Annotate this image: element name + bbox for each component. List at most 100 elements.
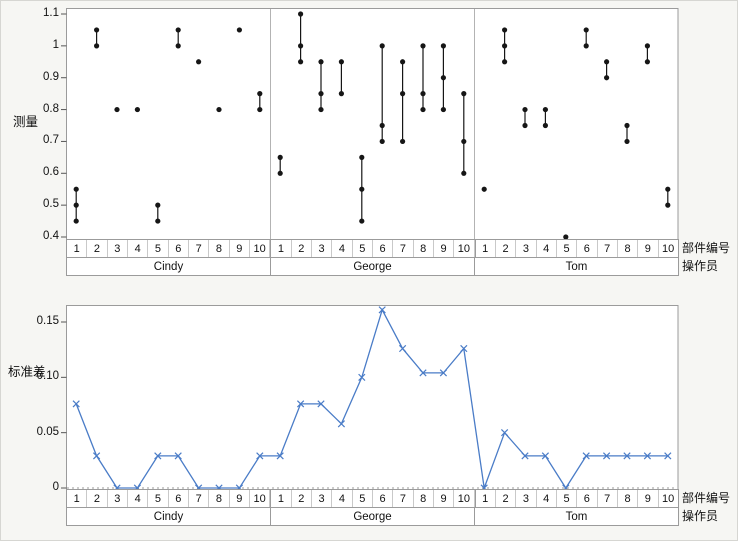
- stddev-x-marker: [582, 452, 590, 460]
- measurement-point: [461, 170, 467, 176]
- stddev-x-marker: [521, 452, 529, 460]
- stddev-x-marker: [623, 452, 631, 460]
- stddev-x-marker: [337, 420, 346, 428]
- measurement-point: [542, 106, 549, 113]
- stddev-x-marker: [256, 452, 264, 460]
- measurement-point: [277, 170, 283, 176]
- part-number-cell: 3: [312, 240, 333, 257]
- measurement-point: [73, 202, 79, 208]
- part-number-cell: 2: [496, 240, 517, 257]
- bottom-parts-axis-label: 部件编号: [682, 491, 731, 505]
- measurement-point: [420, 106, 426, 113]
- part-number-cell: 8: [618, 490, 639, 507]
- measurement-point: [461, 138, 467, 145]
- part-number-cell: 8: [414, 490, 434, 507]
- stddev-y-tick-label: 0.10: [36, 370, 59, 383]
- measurement-point: [400, 59, 406, 65]
- top-operator-row: Cindy George Tom: [66, 257, 679, 276]
- stddev-x-marker: [358, 373, 366, 381]
- stddev-x-marker: [460, 344, 468, 353]
- part-number-cell: 1: [270, 240, 292, 257]
- measurement-point: [400, 91, 406, 97]
- measurement-y-tick-label: 0.5: [43, 198, 59, 211]
- measurement-point: [583, 27, 589, 33]
- part-number-cell: 7: [393, 490, 414, 507]
- measurement-y-tick-label: 1.1: [43, 7, 59, 19]
- stddev-x-marker: [398, 344, 407, 353]
- part-number-cell: 10: [662, 242, 675, 255]
- part-number-cell: 10: [250, 490, 271, 507]
- part-number-cell: 5: [557, 240, 578, 257]
- measurement-point: [502, 27, 508, 33]
- measurement-point: [298, 11, 304, 17]
- measurement-y-tick-label: 0.6: [43, 166, 59, 179]
- stddev-x-marker: [154, 452, 162, 460]
- measurement-point: [379, 138, 385, 145]
- part-number-cell: 4: [128, 240, 149, 257]
- measurement-point: [502, 43, 508, 49]
- stddev-x-marker: [174, 452, 182, 460]
- top-parts-axis-label: 部件编号: [682, 241, 731, 255]
- measurement-point: [298, 43, 304, 49]
- measurement-point: [420, 91, 426, 97]
- stddev-x-marker: [154, 452, 162, 460]
- stddev-x-marker: [460, 344, 468, 353]
- stddev-x-marker: [317, 400, 325, 408]
- part-number-cell: 1: [270, 490, 292, 507]
- stddev-x-marker: [296, 400, 305, 408]
- measurement-point: [236, 27, 242, 33]
- operator-cell: Cindy: [153, 260, 184, 273]
- part-number-cell: 3: [108, 490, 128, 507]
- part-number-cell: 9: [230, 240, 250, 257]
- measurement-point: [461, 91, 467, 97]
- stddev-y-tick-label: 0.05: [36, 425, 59, 438]
- part-number-cell: 7: [393, 240, 414, 257]
- stddev-x-marker: [582, 452, 590, 460]
- measurement-point: [604, 75, 610, 81]
- part-number-cell: 3: [108, 240, 128, 257]
- stddev-x-marker: [92, 452, 101, 460]
- top-operators-axis-label: 操作员: [682, 259, 719, 273]
- measurement-point: [440, 106, 446, 113]
- measurement-point: [94, 43, 100, 49]
- operator-cell: George: [270, 508, 474, 525]
- part-number-cell: 2: [292, 490, 312, 507]
- measurement-point: [604, 59, 610, 65]
- part-number-cell: 2: [496, 490, 517, 507]
- measurement-point: [359, 218, 365, 224]
- part-number-cell: 10: [454, 490, 475, 507]
- measurement-point: [277, 154, 283, 160]
- part-number-cell: 6: [577, 240, 598, 257]
- stddev-x-marker: [378, 306, 386, 314]
- measurement-point: [94, 27, 100, 33]
- measurement-point: [542, 122, 549, 129]
- measurement-point: [583, 43, 589, 49]
- measurement-point: [481, 186, 487, 192]
- stddev-x-marker: [337, 420, 346, 428]
- part-number-cell: 2: [87, 240, 108, 257]
- part-number-cell: 5: [557, 490, 578, 507]
- measurement-point: [73, 218, 79, 224]
- part-number-cell: 3: [312, 490, 333, 507]
- stddev-x-marker: [92, 452, 101, 460]
- stddev-x-marker: [398, 344, 407, 353]
- operator-cell: Tom: [474, 508, 678, 525]
- measurement-y-tick-label: 0.8: [43, 102, 59, 115]
- part-number-cell: 10: [250, 240, 271, 257]
- part-number-cell: 4: [332, 490, 353, 507]
- part-number-cell: 7: [189, 240, 210, 257]
- measurement-point: [502, 59, 508, 65]
- stddev-x-marker: [358, 373, 366, 381]
- part-number-cell: 6: [577, 490, 598, 507]
- stddev-line: [75, 308, 668, 490]
- bottom-operator-row: Cindy George Tom: [66, 507, 679, 526]
- stddev-x-marker: [378, 306, 386, 314]
- measurement-y-axis-label: 测量: [13, 115, 39, 129]
- stddev-x-marker: [602, 452, 611, 460]
- measurement-point: [257, 106, 263, 113]
- operator-cell: Tom: [474, 258, 678, 275]
- part-number-cell: 9: [434, 240, 455, 257]
- stddev-x-marker: [439, 369, 448, 377]
- top-part-number-row: 1 2 3 4 5 6 7 8 9 10 1 2 3 4 5 6 7 8 9 10 1 2 3 4 5 6 7 8 9 10: [66, 239, 679, 258]
